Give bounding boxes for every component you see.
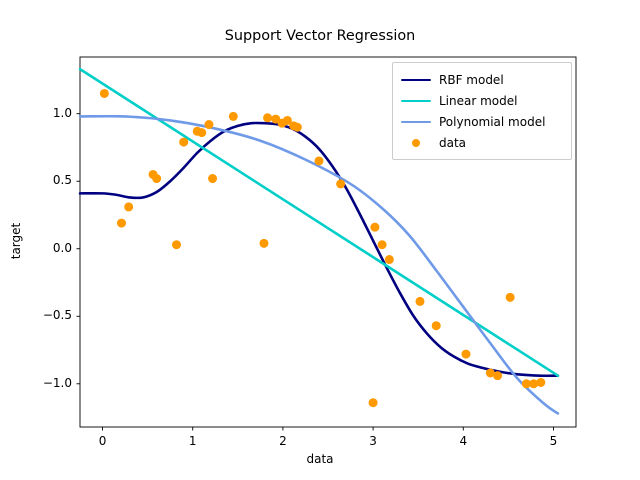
data-point [124,202,134,212]
data-point [171,240,181,250]
legend-marker [401,78,431,82]
page-title: Support Vector Regression [224,28,416,44]
data-point [116,218,126,228]
x-tick-label: 3 [369,434,377,448]
data-point [536,377,546,387]
model-curve-polynomial-model [80,116,558,413]
data-point [204,120,214,130]
legend-label: Polynomial model [439,114,546,129]
legend-line-icon [401,73,431,87]
legend-label: RBF model [439,72,504,87]
legend-label: Linear model [439,93,518,108]
axes-frame [79,56,577,428]
data-point [259,238,269,248]
model-curve-rbf-model [80,123,558,376]
data-point [461,349,471,359]
legend: RBF model Linear model Polynomial model dat… [392,62,572,160]
data-point [485,368,495,378]
x-tick-label: 5 [549,434,558,448]
data-point [521,379,531,389]
axis-ticks [76,113,554,431]
legend-line-icon [401,115,431,129]
legend-item-data: data [401,132,563,153]
x-tick-label: 0 [98,434,107,448]
legend-item-rbf-model: RBF model [401,69,563,90]
data-point [493,371,503,381]
legend-dot-icon [401,136,431,150]
data-point [368,398,378,408]
data-point [263,113,273,123]
data-point [336,179,346,189]
x-axis-label: data [306,452,334,466]
data-point [228,111,238,121]
data-points [99,88,546,408]
data-point [208,174,218,184]
legend-marker [412,138,420,147]
plot-border [79,56,577,428]
y-tick-label: 1.0 [52,105,72,120]
model-curves [80,69,558,413]
data-point [505,292,515,302]
data-point [370,222,380,232]
y-tick-label: −1.0 [42,375,72,390]
data-point [179,137,189,147]
x-tick-label: 2 [279,434,287,448]
y-tick-label: 0.5 [52,173,72,188]
legend-marker [401,120,431,124]
legend-line-icon [401,94,431,108]
data-point [415,296,425,306]
data-point [431,321,441,331]
y-axis-label: target [9,222,23,260]
data-point [197,128,207,138]
data-point [529,379,539,389]
data-point [292,122,302,132]
data-point [314,156,324,166]
data-point [282,115,292,125]
data-point [99,88,109,98]
data-point [384,255,394,265]
legend-item-polynomial-model: Polynomial model [401,111,563,132]
data-point [377,240,387,250]
data-point [152,174,162,184]
x-tick-label: 4 [459,434,468,448]
x-tick-label: 1 [188,434,197,448]
legend-item-linear-model: Linear model [401,90,563,111]
y-tick-label: 0.0 [52,240,72,255]
legend-marker [401,99,431,103]
y-tick-label: −0.5 [42,308,72,323]
legend-label: data [439,135,467,150]
